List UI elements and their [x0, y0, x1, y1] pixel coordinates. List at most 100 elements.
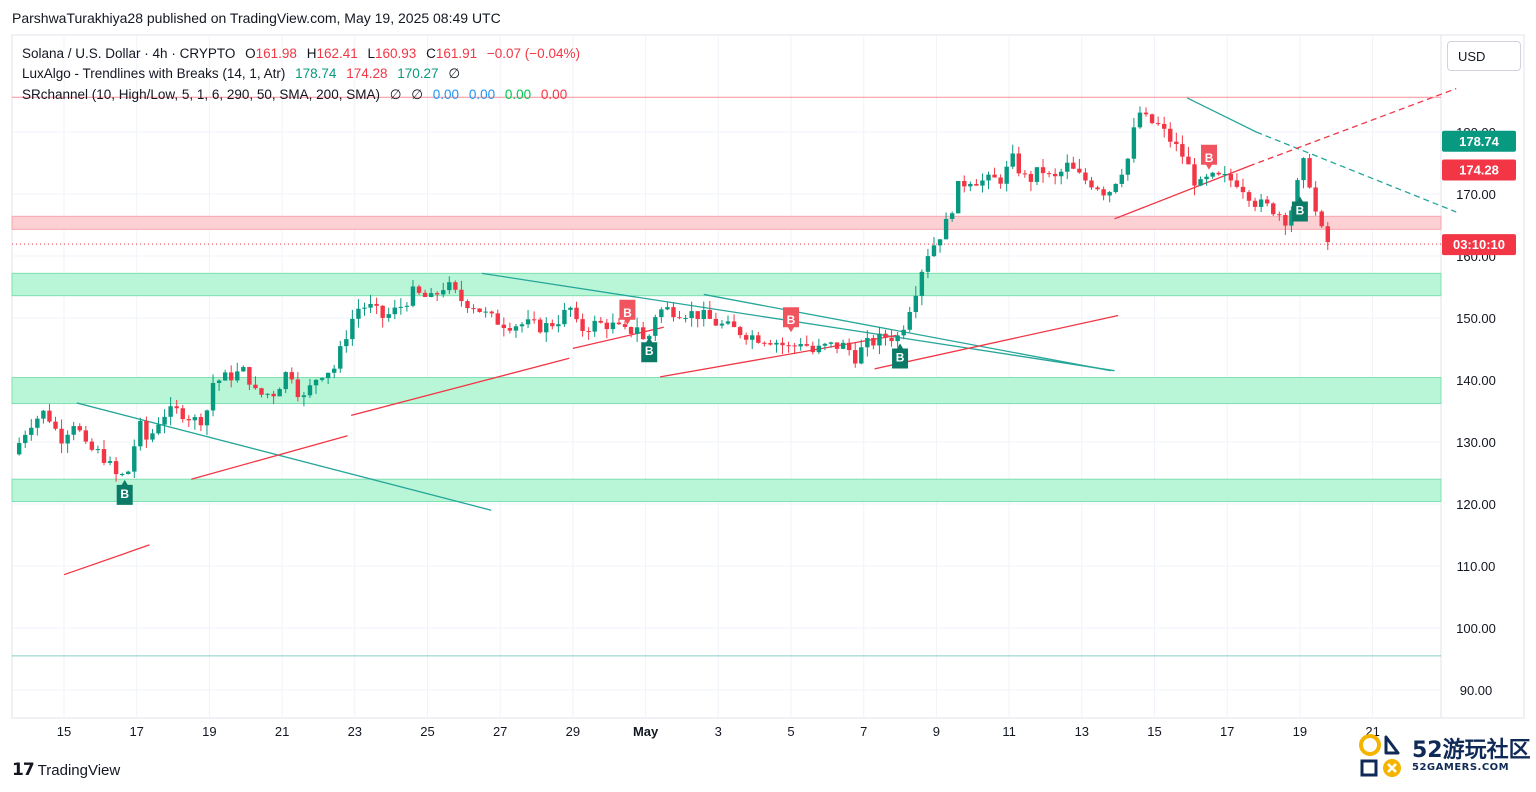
x-tick-label: May — [633, 724, 659, 739]
candle-body — [962, 180, 967, 187]
signal-text: B — [1205, 151, 1214, 165]
x-tick-label: 29 — [566, 724, 580, 739]
trendline — [1256, 131, 1457, 213]
candle-body — [410, 286, 416, 306]
candle-body — [434, 293, 440, 295]
signals: B B B B B B B — [116, 144, 1308, 505]
candle-body — [1283, 215, 1288, 226]
candle-body — [889, 337, 894, 342]
candle-body — [350, 318, 355, 340]
empty-set-icon: ∅ — [448, 66, 461, 81]
candle-body — [210, 383, 216, 411]
candle-body — [489, 311, 494, 314]
candle-body — [598, 320, 603, 323]
candle-body — [750, 335, 755, 340]
luxalgo-name[interactable]: LuxAlgo - Trendlines with Breaks (14, 1,… — [22, 66, 286, 81]
signal-shape — [892, 343, 909, 369]
candle-body — [386, 314, 391, 318]
chart-frame — [11, 34, 1525, 719]
candle-body — [859, 347, 864, 364]
candle-body — [580, 319, 585, 332]
trendline — [1114, 165, 1250, 220]
candle-body — [713, 318, 719, 326]
candle-body — [1246, 192, 1252, 201]
candle-body — [247, 367, 252, 385]
y-tick-label: 130.00 — [1456, 435, 1496, 450]
candle-body — [156, 424, 161, 434]
candle-body — [1010, 153, 1015, 167]
price-tag: 03:10:10 — [1442, 234, 1516, 256]
candles — [16, 106, 1330, 482]
empty-set-icon: ∅ — [389, 87, 402, 102]
sell-signal-label: B — [1201, 144, 1218, 170]
srchannel-name[interactable]: SRchannel (10, High/Low, 5, 1, 6, 290, 5… — [22, 87, 380, 102]
candle-body — [1034, 167, 1040, 182]
candle-body — [398, 306, 404, 308]
candle-body — [1234, 180, 1240, 187]
candle-body — [168, 406, 173, 417]
candle-body — [126, 471, 131, 475]
buy-signal-label: B — [641, 337, 658, 363]
open-value: 161.98 — [255, 46, 297, 61]
candle-body — [23, 434, 28, 444]
candle-body — [483, 311, 488, 313]
high-value: 162.41 — [316, 46, 358, 61]
candle-body — [119, 474, 125, 476]
candle-body — [907, 312, 912, 330]
candle-body — [659, 309, 664, 318]
candle-body — [1252, 200, 1258, 207]
candle-body — [338, 346, 343, 369]
candle-body — [1052, 173, 1058, 177]
candle-body — [229, 372, 234, 381]
candle-body — [531, 319, 537, 321]
tradingview-logo[interactable]: 17 TradingView — [12, 760, 120, 780]
candle-body — [1174, 141, 1179, 145]
candle-body — [628, 326, 634, 334]
y-tick-label: 170.00 — [1456, 187, 1496, 202]
candle-body — [616, 322, 622, 325]
candle-body — [925, 256, 931, 272]
trendline — [351, 357, 570, 416]
currency-button[interactable]: USD — [1447, 41, 1521, 71]
candle-body — [871, 337, 876, 346]
candle-body — [865, 337, 870, 348]
candle-body — [1240, 186, 1246, 193]
price-tag-text: 178.74 — [1459, 134, 1500, 149]
candle-body — [162, 416, 167, 425]
candle-body — [174, 406, 179, 409]
candle-body — [1071, 162, 1076, 169]
candle-body — [495, 313, 500, 325]
candle-body — [1125, 158, 1131, 175]
support-zone — [11, 478, 1442, 503]
candle-body — [47, 410, 52, 422]
candle-body — [1210, 172, 1215, 177]
y-tick-label: 100.00 — [1456, 621, 1496, 636]
candle-body — [653, 317, 658, 336]
candle-body — [1271, 203, 1276, 215]
candle-body — [768, 343, 773, 345]
candle-body — [544, 323, 549, 333]
candle-body — [374, 303, 379, 306]
candle-body — [719, 323, 725, 326]
candle-body — [1295, 180, 1300, 211]
watermark-logo: 52游玩社区 52GAMERS.COM — [1358, 731, 1531, 781]
candle-body — [259, 388, 264, 395]
x-tick-label: 11 — [1002, 724, 1016, 739]
candle-body — [804, 344, 809, 346]
y-tick-label: 90.00 — [1460, 683, 1493, 698]
candle-body — [368, 303, 373, 308]
candle-body — [992, 174, 997, 178]
candle-body — [180, 408, 185, 420]
signal-text: B — [623, 306, 632, 320]
candle-body — [762, 342, 767, 344]
candle-body — [1095, 187, 1100, 190]
candle-body — [198, 417, 204, 426]
legend-symbol[interactable]: Solana / U.S. Dollar · 4h · CRYPTO — [22, 46, 236, 61]
signal-shape — [641, 337, 658, 363]
candle-body — [1301, 158, 1306, 181]
candle-body — [447, 282, 452, 291]
signal-shape — [1201, 144, 1218, 170]
candle-body — [1258, 199, 1264, 207]
resistance-zone — [11, 215, 1442, 230]
